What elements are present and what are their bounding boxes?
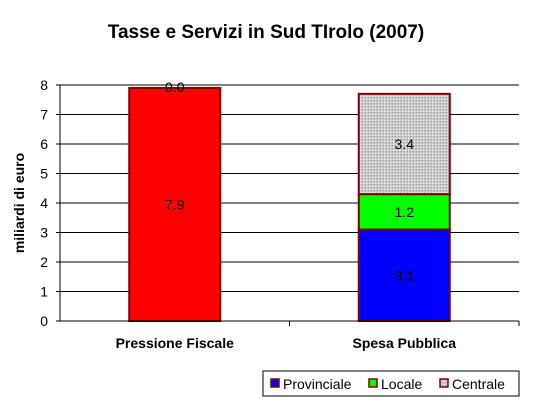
legend-label: Locale [381, 376, 422, 392]
legend-swatch [439, 378, 449, 388]
bars: 7.9 0.0 3.1 1.2 3.4 [128, 79, 451, 322]
legend-label: Provinciale [283, 376, 352, 392]
y-tick-label: 5 [40, 166, 48, 182]
category-label: Pressione Fiscale [116, 335, 235, 351]
x-axis-categories: Pressione Fiscale Spesa Pubblica [116, 321, 520, 351]
y-tick-label: 0 [40, 313, 48, 329]
chart-title: Tasse e Servizi in Sud TIrolo (2007) [108, 22, 424, 43]
data-label: 3.1 [395, 267, 415, 283]
bar-segment [357, 92, 451, 196]
y-tick-label: 2 [40, 254, 48, 270]
legend: Provinciale Locale Centrale [262, 370, 520, 397]
y-axis-label: miliardi di euro [11, 153, 27, 253]
y-tick-label: 8 [40, 77, 48, 93]
y-tick-label: 6 [40, 136, 48, 152]
bar-segment [357, 228, 451, 322]
y-tick-label: 3 [40, 225, 48, 241]
data-label: 7.9 [165, 196, 185, 212]
bar-segment [128, 86, 222, 322]
y-axis-ticks: 0 1 2 3 4 5 6 7 8 [40, 77, 60, 329]
data-label: 0.0 [165, 79, 185, 95]
legend-swatch [368, 378, 378, 388]
category-label: Spesa Pubblica [353, 335, 457, 351]
y-tick-label: 7 [40, 107, 48, 123]
legend-swatch [270, 378, 280, 388]
legend-label: Centrale [452, 376, 505, 392]
data-label: 3.4 [395, 136, 415, 152]
data-label: 1.2 [395, 204, 415, 220]
legend-box [262, 370, 520, 397]
y-tick-label: 1 [40, 284, 48, 300]
y-tick-label: 4 [40, 195, 48, 211]
